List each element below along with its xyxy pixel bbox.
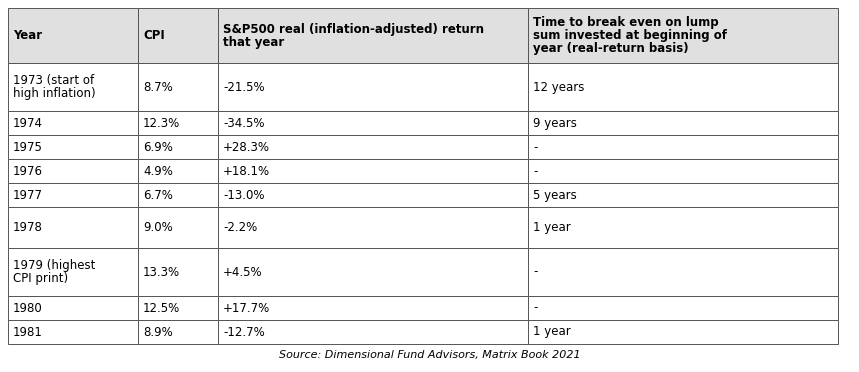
Text: 12 years: 12 years — [533, 81, 584, 94]
Text: 8.7%: 8.7% — [143, 81, 173, 94]
Text: 1 year: 1 year — [533, 326, 570, 339]
Bar — [138, 207, 218, 248]
Text: 1974: 1974 — [13, 117, 43, 130]
Bar — [218, 320, 528, 344]
Text: 4.9%: 4.9% — [143, 165, 173, 178]
Text: year (real-return basis): year (real-return basis) — [533, 42, 689, 55]
Bar — [218, 135, 528, 159]
Bar — [138, 296, 218, 320]
Bar — [8, 159, 138, 183]
Text: Time to break even on lump: Time to break even on lump — [533, 16, 719, 29]
Bar — [8, 248, 138, 296]
Bar — [8, 183, 138, 207]
Bar — [218, 63, 528, 111]
Text: +17.7%: +17.7% — [223, 301, 271, 314]
Bar — [138, 248, 218, 296]
Bar — [138, 183, 218, 207]
Bar — [8, 63, 138, 111]
Text: -13.0%: -13.0% — [223, 189, 265, 202]
Text: 13.3%: 13.3% — [143, 266, 180, 279]
Text: -21.5%: -21.5% — [223, 81, 265, 94]
Bar — [8, 111, 138, 135]
Bar — [218, 248, 528, 296]
Bar — [528, 111, 838, 135]
Bar — [528, 135, 838, 159]
Bar — [528, 63, 838, 111]
Bar — [528, 183, 838, 207]
Text: 6.7%: 6.7% — [143, 189, 173, 202]
Bar — [8, 135, 138, 159]
Bar — [528, 207, 838, 248]
Bar — [138, 320, 218, 344]
Text: -12.7%: -12.7% — [223, 326, 265, 339]
Text: S&P500 real (inflation-adjusted) return: S&P500 real (inflation-adjusted) return — [223, 23, 484, 36]
Text: -: - — [533, 141, 538, 154]
Text: -: - — [533, 301, 538, 314]
Text: 1981: 1981 — [13, 326, 43, 339]
Bar — [218, 8, 528, 63]
Bar — [218, 296, 528, 320]
Text: 1979 (highest: 1979 (highest — [13, 259, 95, 272]
Text: -34.5%: -34.5% — [223, 117, 265, 130]
Bar — [528, 159, 838, 183]
Text: 5 years: 5 years — [533, 189, 576, 202]
Text: 9 years: 9 years — [533, 117, 577, 130]
Text: Source: Dimensional Fund Advisors, Matrix Book 2021: Source: Dimensional Fund Advisors, Matri… — [278, 350, 581, 360]
Text: CPI: CPI — [143, 29, 165, 42]
Bar — [528, 320, 838, 344]
Text: 1973 (start of: 1973 (start of — [13, 74, 94, 87]
Text: 1980: 1980 — [13, 301, 43, 314]
Text: sum invested at beginning of: sum invested at beginning of — [533, 29, 727, 42]
Text: -2.2%: -2.2% — [223, 221, 257, 234]
Bar — [528, 296, 838, 320]
Text: high inflation): high inflation) — [13, 87, 95, 100]
Text: 1976: 1976 — [13, 165, 43, 178]
Bar — [528, 8, 838, 63]
Bar — [8, 320, 138, 344]
Text: CPI print): CPI print) — [13, 272, 68, 285]
Text: +4.5%: +4.5% — [223, 266, 263, 279]
Bar — [138, 63, 218, 111]
Bar — [138, 8, 218, 63]
Bar — [8, 296, 138, 320]
Text: -: - — [533, 266, 538, 279]
Bar — [8, 207, 138, 248]
Text: -: - — [533, 165, 538, 178]
Text: +28.3%: +28.3% — [223, 141, 270, 154]
Bar — [8, 8, 138, 63]
Text: 1978: 1978 — [13, 221, 43, 234]
Bar — [138, 135, 218, 159]
Bar — [218, 207, 528, 248]
Bar — [218, 183, 528, 207]
Bar — [138, 159, 218, 183]
Text: 1975: 1975 — [13, 141, 43, 154]
Text: 6.9%: 6.9% — [143, 141, 173, 154]
Text: +18.1%: +18.1% — [223, 165, 270, 178]
Text: 1977: 1977 — [13, 189, 43, 202]
Bar — [218, 111, 528, 135]
Text: Year: Year — [13, 29, 42, 42]
Bar — [138, 111, 218, 135]
Bar — [528, 248, 838, 296]
Text: 9.0%: 9.0% — [143, 221, 173, 234]
Bar — [218, 159, 528, 183]
Text: 8.9%: 8.9% — [143, 326, 173, 339]
Text: 12.5%: 12.5% — [143, 301, 180, 314]
Text: 1 year: 1 year — [533, 221, 570, 234]
Text: that year: that year — [223, 36, 284, 49]
Text: 12.3%: 12.3% — [143, 117, 180, 130]
